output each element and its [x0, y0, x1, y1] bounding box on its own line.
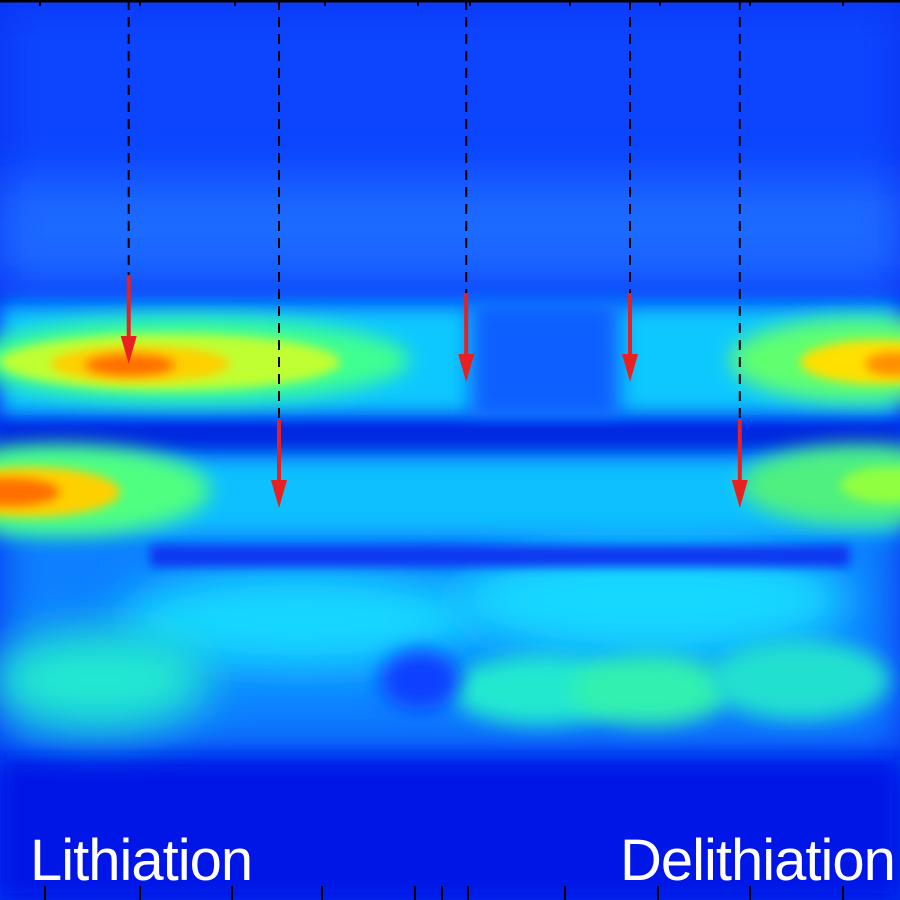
heatmap-spot: [450, 540, 850, 660]
heatmap-spot: [380, 650, 460, 710]
heatmap-band: [740, 445, 900, 525]
heatmap-spot: [120, 570, 480, 670]
marker-arrowhead-3: [458, 354, 475, 382]
heatmap-band: [470, 300, 620, 420]
heatmap-band: [800, 340, 900, 384]
heatmap-spot: [0, 630, 210, 730]
heatmap-band: [865, 352, 900, 376]
label-lithiation: Lithiation: [30, 828, 252, 893]
label-delithiation: Delithiation: [620, 828, 895, 893]
marker-arrowhead-2: [271, 480, 287, 508]
heatmap-region: [0, 760, 900, 900]
heatmap-gap: [150, 545, 850, 567]
heatmap-spot: [570, 655, 730, 725]
marker-lines: [120, 0, 748, 508]
heatmap-gap: [0, 425, 900, 453]
heatmap-band: [0, 478, 60, 506]
marker-arrowhead-5: [731, 480, 748, 508]
heatmap-region: [0, 180, 900, 280]
heatmap-band: [85, 354, 175, 376]
marker-arrowhead-1: [120, 336, 137, 364]
heatmap-band: [840, 467, 900, 503]
marker-arrowhead-4: [622, 354, 638, 382]
heatmap-spot: [710, 640, 890, 720]
